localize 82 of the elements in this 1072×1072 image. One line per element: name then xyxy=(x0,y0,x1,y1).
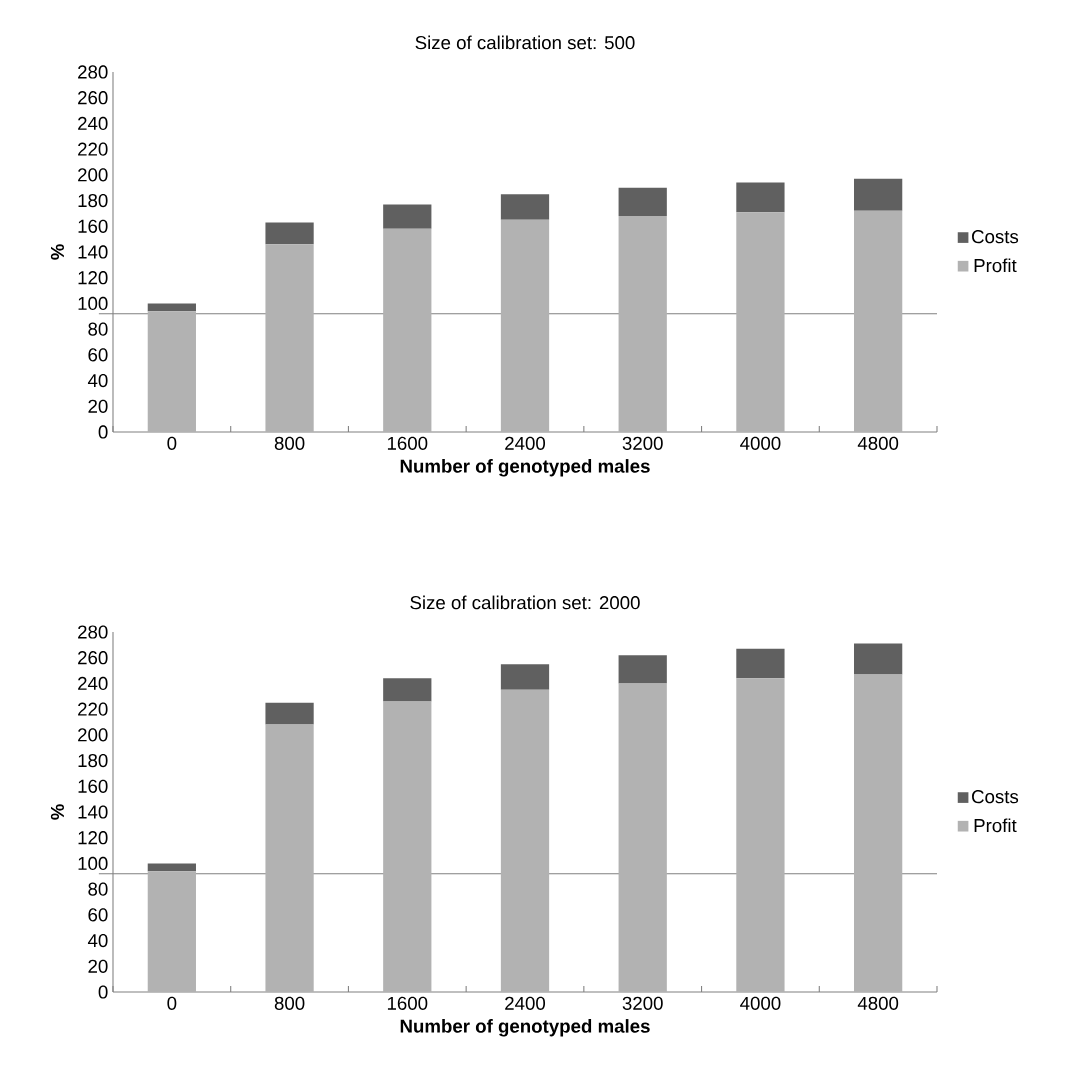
bar xyxy=(618,683,667,992)
y-tick-label: 140 xyxy=(78,805,108,819)
y-tick-label: 20 xyxy=(88,959,108,973)
x-tick-label: 800 xyxy=(274,996,305,1010)
bar xyxy=(500,194,550,220)
y-tick-label: 160 xyxy=(78,219,108,233)
chart-title: Size of calibration set: 2000 xyxy=(410,595,640,610)
bar xyxy=(854,210,903,432)
y-tick-label: 100 xyxy=(78,296,108,311)
bar xyxy=(854,178,903,211)
y-tick-label: 180 xyxy=(78,753,108,768)
bar xyxy=(618,655,667,684)
x-tick-label: 1600 xyxy=(387,996,428,1010)
y-tick-label: 260 xyxy=(78,91,108,105)
y-tick-label: 120 xyxy=(78,831,108,845)
legend-label: Costs xyxy=(972,790,1019,804)
y-tick-label: 220 xyxy=(78,702,108,716)
bar xyxy=(147,303,196,312)
bar xyxy=(383,701,432,992)
y-tick-label: 200 xyxy=(78,168,108,182)
bar xyxy=(500,219,550,432)
x-axis-title: Number of genotyped males xyxy=(400,1019,650,1037)
bar xyxy=(736,678,785,992)
bar xyxy=(854,674,903,992)
x-tick-label: 0 xyxy=(167,436,177,450)
y-axis-title: % xyxy=(50,244,64,260)
y-tick-label: 60 xyxy=(88,348,108,362)
bar xyxy=(383,678,432,702)
y-tick-label: 80 xyxy=(88,322,108,336)
bar xyxy=(383,228,432,432)
y-tick-label: 220 xyxy=(78,142,108,156)
legend-label: Profit xyxy=(974,258,1017,273)
bar xyxy=(147,863,196,872)
y-tick-label: 40 xyxy=(87,373,108,388)
bar xyxy=(618,187,667,216)
x-tick-label: 4000 xyxy=(740,436,781,450)
legend-label: Costs xyxy=(972,230,1019,244)
bar xyxy=(736,648,785,679)
bar xyxy=(736,182,785,213)
x-tick-label: 2400 xyxy=(505,436,546,450)
x-tick-label: 4800 xyxy=(857,996,899,1010)
x-tick-label: 1600 xyxy=(387,436,428,450)
x-tick-label: 3200 xyxy=(622,996,663,1010)
y-tick-label: 200 xyxy=(78,728,108,742)
y-axis-title: % xyxy=(50,804,64,820)
legend-label: Profit xyxy=(974,818,1017,833)
x-tick-label: 3200 xyxy=(622,436,663,450)
x-tick-label: 800 xyxy=(274,436,305,450)
y-tick-label: 20 xyxy=(88,399,108,413)
x-axis-title: Number of genotyped males xyxy=(400,459,650,477)
y-tick-label: 120 xyxy=(78,271,108,285)
y-tick-label: 280 xyxy=(78,625,108,639)
y-tick-label: 0 xyxy=(98,985,108,999)
x-tick-label: 4800 xyxy=(857,436,899,450)
y-tick-label: 80 xyxy=(88,882,108,896)
bar xyxy=(265,244,314,432)
y-tick-label: 240 xyxy=(78,676,108,691)
y-tick-label: 100 xyxy=(78,856,108,871)
y-tick-label: 160 xyxy=(78,779,108,793)
bar xyxy=(854,643,903,675)
bar xyxy=(147,871,196,992)
bar xyxy=(265,222,314,245)
bar xyxy=(736,212,785,432)
bar xyxy=(383,204,432,229)
y-tick-label: 280 xyxy=(78,65,108,79)
bar xyxy=(500,664,550,690)
y-tick-label: 140 xyxy=(78,245,108,259)
chart-title: Size of calibration set: 500 xyxy=(415,35,635,50)
bar xyxy=(147,311,196,432)
bar xyxy=(265,724,314,992)
bar xyxy=(500,689,550,992)
y-tick-label: 40 xyxy=(87,933,108,948)
y-tick-label: 60 xyxy=(88,908,108,922)
y-tick-label: 0 xyxy=(98,425,108,439)
y-tick-label: 260 xyxy=(78,651,108,665)
x-tick-label: 2400 xyxy=(505,996,546,1010)
x-tick-label: 0 xyxy=(167,996,177,1010)
bar xyxy=(618,215,667,432)
y-tick-label: 240 xyxy=(78,116,108,131)
bar xyxy=(265,702,314,725)
y-tick-label: 180 xyxy=(78,193,108,208)
x-tick-label: 4000 xyxy=(740,996,781,1010)
